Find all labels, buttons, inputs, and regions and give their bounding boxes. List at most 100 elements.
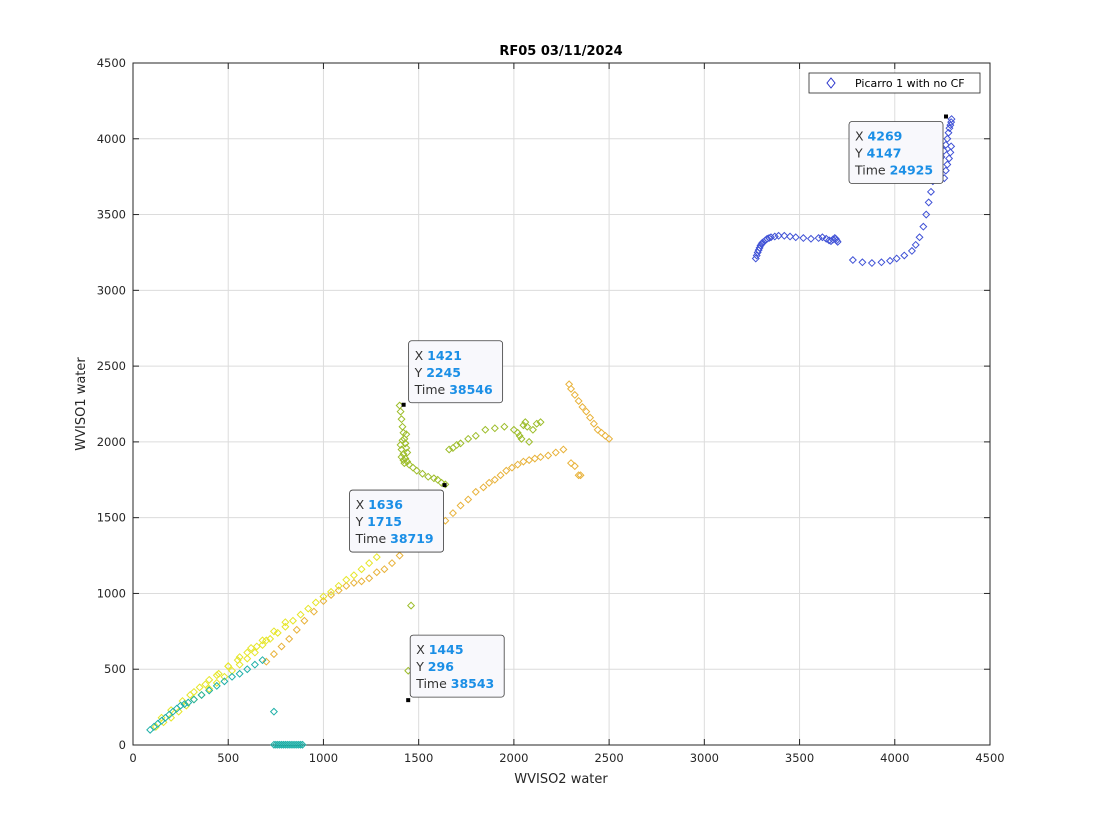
data-point[interactable] bbox=[576, 471, 585, 480]
data-point[interactable] bbox=[433, 475, 442, 484]
data-point[interactable] bbox=[507, 463, 516, 472]
data-points[interactable] bbox=[146, 115, 956, 749]
data-point[interactable] bbox=[235, 653, 244, 662]
data-point[interactable] bbox=[372, 553, 381, 562]
data-point[interactable] bbox=[277, 642, 286, 651]
data-point[interactable] bbox=[304, 604, 313, 613]
data-point[interactable] bbox=[886, 256, 895, 265]
data-point[interactable] bbox=[243, 648, 252, 657]
data-point[interactable] bbox=[296, 740, 305, 749]
data-point[interactable] bbox=[292, 625, 301, 634]
data-point[interactable] bbox=[273, 628, 282, 637]
data-point[interactable] bbox=[228, 672, 237, 681]
data-point[interactable] bbox=[250, 660, 259, 669]
data-point[interactable] bbox=[536, 453, 545, 462]
data-point[interactable] bbox=[456, 439, 465, 448]
data-point[interactable] bbox=[205, 684, 214, 693]
data-point[interactable] bbox=[523, 422, 532, 431]
data-point[interactable] bbox=[517, 434, 526, 443]
data-point[interactable] bbox=[309, 607, 318, 616]
data-point[interactable] bbox=[252, 642, 261, 651]
data-point[interactable] bbox=[456, 501, 465, 510]
data-point[interactable] bbox=[212, 678, 221, 687]
data-point[interactable] bbox=[900, 251, 909, 260]
data-point[interactable] bbox=[424, 472, 433, 481]
data-point[interactable] bbox=[582, 407, 591, 416]
data-point[interactable] bbox=[500, 422, 509, 431]
data-point[interactable] bbox=[941, 166, 950, 175]
data-point[interactable] bbox=[946, 148, 955, 157]
data-point[interactable] bbox=[262, 657, 271, 666]
legend[interactable]: Picarro 1 with no CF bbox=[808, 72, 981, 94]
data-point[interactable] bbox=[342, 581, 351, 590]
data-point[interactable] bbox=[464, 495, 473, 504]
data-point[interactable] bbox=[915, 233, 924, 242]
data-point[interactable] bbox=[189, 695, 198, 704]
data-point[interactable] bbox=[528, 425, 537, 434]
data-point[interactable] bbox=[848, 256, 857, 265]
data-point[interactable] bbox=[544, 451, 553, 460]
data-point[interactable] bbox=[266, 634, 275, 643]
data-point[interactable] bbox=[400, 459, 409, 468]
data-point[interactable] bbox=[471, 487, 480, 496]
data-point[interactable] bbox=[387, 559, 397, 568]
data-point[interactable] bbox=[269, 650, 278, 659]
data-point[interactable] bbox=[334, 581, 343, 590]
data-point[interactable] bbox=[233, 656, 242, 665]
data-point[interactable] bbox=[567, 384, 576, 393]
data-point[interactable] bbox=[941, 140, 950, 149]
data-point[interactable] bbox=[296, 610, 305, 619]
data-point[interactable] bbox=[269, 707, 278, 716]
data-point[interactable] bbox=[774, 231, 783, 240]
data-point[interactable] bbox=[858, 258, 867, 267]
data-point[interactable] bbox=[911, 240, 920, 249]
data-point[interactable] bbox=[601, 431, 610, 440]
data-point[interactable] bbox=[481, 425, 490, 434]
data-point[interactable] bbox=[334, 586, 343, 595]
data-point[interactable] bbox=[926, 187, 935, 196]
data-point[interactable] bbox=[205, 686, 214, 695]
data-point[interactable] bbox=[586, 413, 595, 422]
data-point[interactable] bbox=[589, 419, 598, 428]
data-point[interactable] bbox=[445, 445, 454, 454]
data-point[interactable] bbox=[818, 233, 827, 242]
data-point[interactable] bbox=[490, 424, 499, 433]
data-point[interactable] bbox=[536, 418, 545, 427]
data-point[interactable] bbox=[448, 509, 457, 518]
data-point[interactable] bbox=[780, 231, 789, 240]
data-point[interactable] bbox=[551, 448, 560, 457]
data-point[interactable] bbox=[357, 565, 366, 574]
data-point[interactable] bbox=[167, 713, 176, 722]
data-point[interactable] bbox=[250, 648, 259, 657]
data-point[interactable] bbox=[402, 430, 411, 439]
data-point[interactable] bbox=[151, 722, 160, 731]
data-point[interactable] bbox=[220, 672, 229, 681]
data-point[interactable] bbox=[180, 700, 189, 709]
data-point[interactable] bbox=[396, 440, 405, 449]
data-point[interactable] bbox=[380, 565, 389, 574]
data-point[interactable] bbox=[515, 431, 524, 440]
data-point[interactable] bbox=[262, 636, 271, 645]
data-point[interactable] bbox=[479, 483, 488, 492]
data-point[interactable] bbox=[405, 460, 414, 469]
data-point[interactable] bbox=[285, 634, 294, 643]
data-point[interactable] bbox=[243, 654, 252, 663]
data-point[interactable] bbox=[919, 222, 928, 231]
data-point[interactable] bbox=[943, 134, 952, 143]
data-point[interactable] bbox=[186, 690, 195, 699]
data-point[interactable] bbox=[176, 701, 185, 710]
data-point[interactable] bbox=[907, 246, 916, 255]
data-point[interactable] bbox=[570, 390, 579, 399]
data-point[interactable] bbox=[944, 128, 953, 137]
data-point[interactable] bbox=[372, 568, 381, 577]
data-point[interactable] bbox=[943, 160, 952, 169]
data-point[interactable] bbox=[605, 434, 614, 443]
data-point[interactable] bbox=[490, 475, 499, 484]
data-point[interactable] bbox=[197, 690, 206, 699]
data-point[interactable] bbox=[311, 598, 320, 607]
data-point[interactable] bbox=[300, 616, 309, 625]
